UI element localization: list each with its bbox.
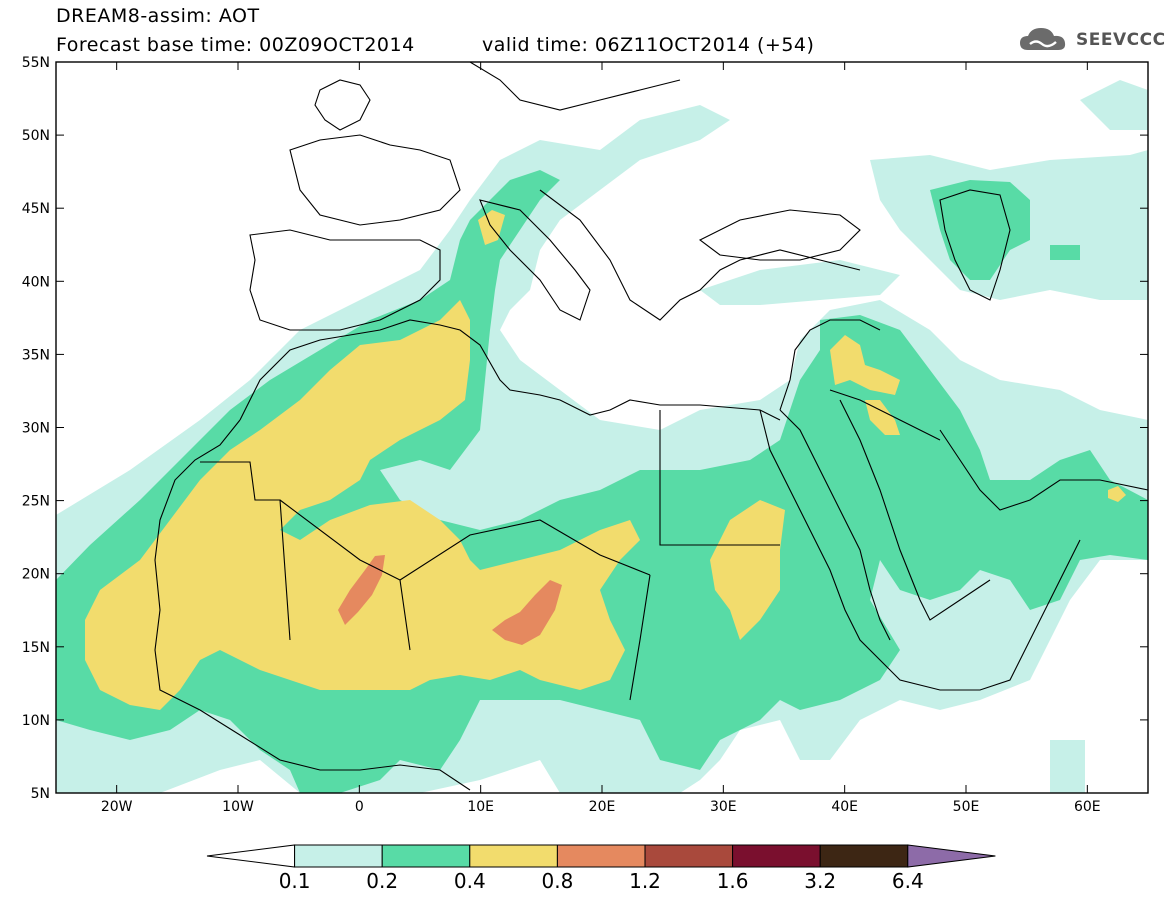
logo-text: SEEVCCC: [1076, 30, 1165, 50]
lat-label: 5N: [31, 786, 50, 802]
border-mali-niger: [279, 499, 411, 651]
coastline-caspian: [939, 189, 1011, 301]
lon-label: 0: [355, 799, 364, 815]
aot-region-light: [1080, 80, 1148, 130]
aot-region-yellow: [865, 400, 900, 435]
aot-region-green: [1050, 245, 1080, 260]
lat-label: 45N: [22, 201, 50, 217]
colorbar-label: 0.8: [541, 869, 573, 893]
aot-region-yellow: [830, 335, 900, 395]
lat-label: 15N: [22, 640, 50, 656]
aot-region-light: [700, 260, 900, 305]
coastline-britain: [314, 79, 371, 131]
colorbar-label: 0.1: [279, 869, 311, 893]
colorbar-swatch: [556, 844, 646, 868]
coastlines-borders: [154, 62, 1148, 791]
seevccc-logo: SEEVCCC: [1018, 24, 1165, 56]
lat-label: 25N: [22, 494, 50, 510]
border-chad-sudan: [629, 574, 651, 701]
latitude-axis: 55N 50N 45N 40N 35N 30N 25N 20N 15N 10N 5N: [22, 55, 1148, 802]
coastline-balkans-greece: [539, 189, 861, 321]
lon-label: 20E: [589, 799, 616, 815]
colorbar-swatch: [644, 844, 734, 868]
colorbar-swatch: [469, 844, 558, 868]
colorbar-upper-arrow: [907, 844, 996, 868]
aot-field: [56, 80, 1148, 793]
coastline-black-sea: [698, 209, 861, 261]
lon-label: 10E: [467, 799, 494, 815]
lon-label: 20W: [101, 799, 133, 815]
coastline-red-sea: [759, 409, 1081, 691]
lon-label: 10W: [222, 799, 254, 815]
coastline-iberia: [249, 229, 441, 331]
aot-region-yellow: [85, 300, 640, 710]
lat-label: 50N: [22, 128, 50, 144]
colorbar-label: 0.2: [366, 869, 398, 893]
aot-region-orange: [338, 555, 385, 625]
coastline-west-africa: [154, 419, 471, 791]
aot-region-green: [325, 720, 370, 775]
aot-level-0.4: [85, 210, 1126, 710]
border-algeria-libya: [399, 519, 651, 581]
map-title: DREAM8-assim: AOT: [56, 5, 260, 27]
coastline-levant: [779, 319, 881, 411]
colorbar-swatch: [294, 844, 383, 868]
border-saudi: [839, 399, 991, 621]
aot-region-light: [1050, 740, 1085, 793]
lat-label: 30N: [22, 421, 50, 437]
coastline-persian-gulf: [939, 429, 1148, 511]
aot-region-yellow: [710, 500, 785, 640]
border-libya-egypt: [659, 410, 780, 546]
aot-region-orange: [492, 580, 562, 645]
coastline-africa: [239, 319, 781, 421]
colorbar-label: 6.4: [892, 869, 924, 893]
colorbar-label: 0.4: [454, 869, 486, 893]
lat-label: 20N: [22, 567, 50, 583]
aot-region-yellow: [1108, 486, 1126, 502]
longitude-axis: 20W 10W 0 10E 20E 30E 40E 50E 60E: [101, 62, 1101, 815]
lat-label: 55N: [22, 55, 50, 71]
border-iraq: [829, 389, 941, 441]
lat-label: 35N: [22, 347, 50, 363]
colorbar: 0.1 0.2 0.4 0.8 1.2 1.6 3.2 6.4: [206, 844, 996, 893]
colorbar-label: 1.2: [629, 869, 661, 893]
lat-label: 40N: [22, 274, 50, 290]
coastline-france-uk: [289, 134, 461, 226]
coastline-italy: [479, 199, 591, 321]
cloud-logo-icon: [1020, 28, 1066, 50]
lon-label: 50E: [953, 799, 980, 815]
colorbar-swatch: [381, 844, 471, 868]
lat-label: 10N: [22, 713, 50, 729]
valid-time: valid time: 06Z11OCT2014 (+54): [482, 34, 815, 56]
coastline-scandinavia: [469, 62, 681, 111]
lon-label: 40E: [831, 799, 858, 815]
aot-level-0.8: [338, 555, 562, 645]
colorbar-swatch: [819, 844, 909, 868]
colorbar-swatch: [732, 844, 821, 868]
lon-label: 30E: [710, 799, 737, 815]
aot-region-green: [930, 180, 1030, 280]
coastline-arabia-east: [779, 409, 891, 641]
colorbar-label: 1.6: [717, 869, 749, 893]
border-mauritania: [200, 461, 291, 641]
colorbar-label: 3.2: [804, 869, 836, 893]
lon-label: 60E: [1074, 799, 1101, 815]
colorbar-lower-arrow: [206, 844, 296, 868]
forecast-base-time: Forecast base time: 00Z09OCT2014: [56, 34, 415, 56]
